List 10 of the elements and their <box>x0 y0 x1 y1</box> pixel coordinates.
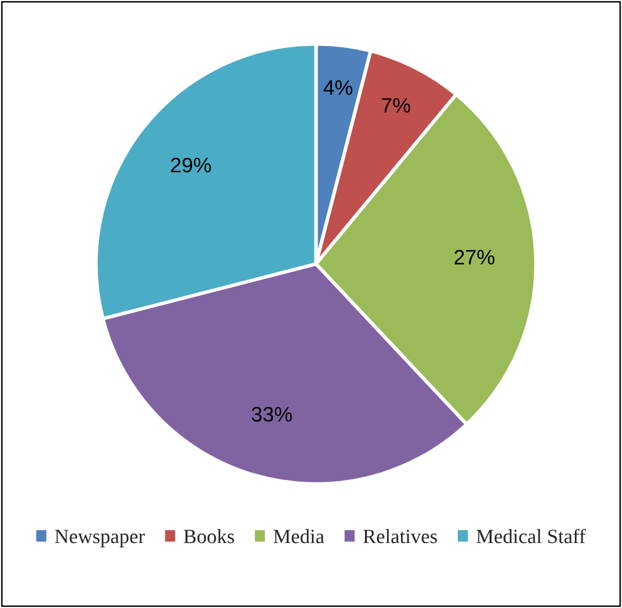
data-label: 29% <box>171 158 211 172</box>
data-label: 4% <box>323 80 352 95</box>
legend-label: Media <box>274 529 324 544</box>
data-label: 7% <box>382 98 410 113</box>
legend-label: Books <box>184 529 234 544</box>
legend-label: Newspaper <box>54 530 145 548</box>
data-label: 33% <box>252 406 292 422</box>
legend-label: Medical Staff <box>476 528 586 544</box>
legend-label: Relatives <box>363 529 437 544</box>
data-label: 27% <box>454 250 494 264</box>
